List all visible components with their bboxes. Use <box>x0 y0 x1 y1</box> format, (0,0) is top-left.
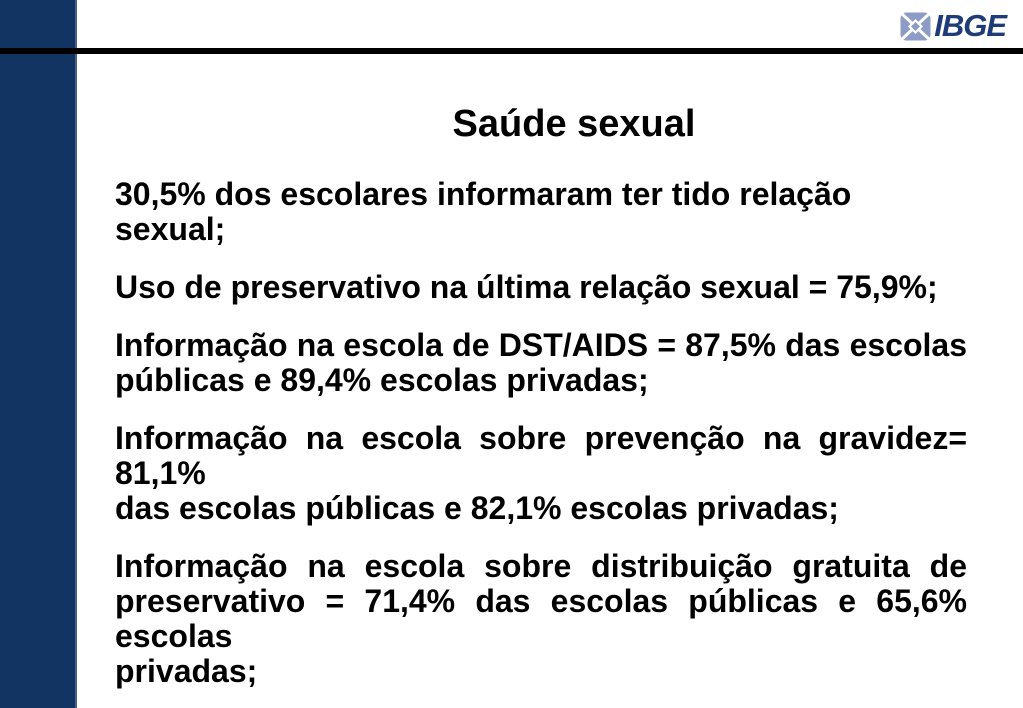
text-line: preservativo = 71,4% das escolas pública… <box>115 583 967 654</box>
ibge-logo-icon <box>900 11 932 41</box>
text-line: Informação na escola de DST/AIDS = 87,5%… <box>115 327 967 363</box>
text-line: Uso de preservativo na última relação se… <box>115 269 938 305</box>
slide-content: Saúde sexual 30,5% dos escolares informa… <box>115 54 967 689</box>
slide-title: Saúde sexual <box>452 103 696 145</box>
left-accent-bar <box>0 0 77 708</box>
text-line: 30,5% dos escolares informaram ter tido … <box>115 176 852 247</box>
text-line: Informação na escola sobre distribuição … <box>115 548 967 584</box>
text-line: Informação na escola sobre prevenção na … <box>115 420 967 491</box>
text-line: privadas; <box>115 653 258 689</box>
body-paragraph: Informação na escola sobre distribuição … <box>115 549 967 689</box>
ibge-logo-text: IBGE <box>934 8 1007 43</box>
text-line: públicas e 89,4% escolas privadas; <box>115 362 649 398</box>
text-line: das escolas públicas e 82,1% escolas pri… <box>115 490 839 526</box>
body-paragraph: Informação na escola de DST/AIDS = 87,5%… <box>115 328 967 398</box>
body-paragraph: Uso de preservativo na última relação se… <box>115 270 967 305</box>
body-paragraph: Informação na escola sobre prevenção na … <box>115 421 967 526</box>
body-paragraph: 30,5% dos escolares informaram ter tido … <box>115 177 967 247</box>
ibge-logo: IBGE <box>900 8 1007 43</box>
header-divider-line <box>0 48 1023 54</box>
